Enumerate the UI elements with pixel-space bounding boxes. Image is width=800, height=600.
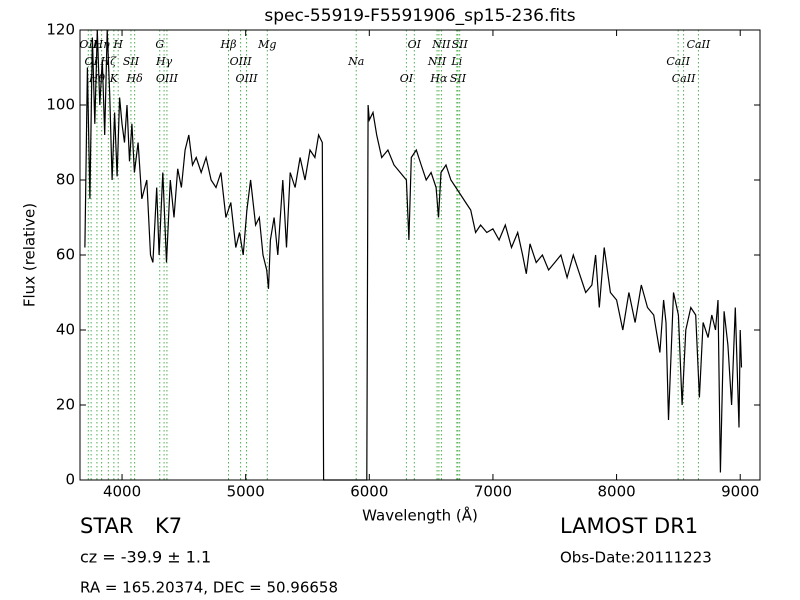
spectral-line-label: Na [347, 55, 364, 68]
redshift: cz = -39.9 ± 1.1 [80, 548, 211, 567]
spectral-line-label: Li [450, 55, 462, 68]
obs-date: Obs-Date:20111223 [560, 549, 712, 567]
x-tick-label: 8000 [597, 483, 635, 501]
subclass: K7 [155, 514, 182, 538]
spectral-line-label: SII [450, 72, 467, 85]
spectral-line-label: OIII [156, 72, 179, 85]
spectral-line-label: OIII [236, 72, 259, 85]
chart-title: spec-55919-F5591906_sp15-236.fits [264, 6, 575, 26]
spectral-line-label: Hδ [126, 72, 144, 85]
y-axis-label: Flux (relative) [21, 203, 39, 307]
spectral-line-label: H [112, 38, 123, 51]
spectral-line-label: CaII [666, 55, 690, 68]
spectral-line-label: Hα [429, 72, 448, 85]
object-class: STAR [80, 514, 133, 538]
coordinates: RA = 165.20374, DEC = 50.96658 [80, 579, 338, 597]
spectral-line-label: SII [452, 38, 469, 51]
x-tick-label: 6000 [350, 483, 388, 501]
spectral-line-label: SII [123, 55, 140, 68]
x-tick-label: 4000 [103, 483, 141, 501]
spectral-line-label: G [155, 38, 164, 51]
x-tick-label: 7000 [474, 483, 512, 501]
x-tick-label: 5000 [227, 483, 265, 501]
spectrum-line [84, 29, 743, 481]
y-tick-label: 0 [65, 471, 75, 489]
spectral-line-label: K [109, 72, 119, 85]
y-tick-label: 40 [56, 321, 75, 339]
spectral-line-label: CaII [672, 72, 696, 85]
spectral-line-label: Mg [257, 38, 276, 51]
y-tick-label: 80 [56, 171, 75, 189]
spectral-line-label: NII [427, 55, 447, 68]
spectral-line-label: CaII [687, 38, 711, 51]
spectral-line-label: NII [431, 38, 451, 51]
x-axis-label: Wavelength (Å) [362, 506, 478, 525]
spectral-line-label: OI [400, 72, 414, 85]
y-tick-label: 20 [56, 396, 75, 414]
spectral-line-label: Hβ [220, 38, 237, 51]
y-tick-label: 100 [46, 96, 75, 114]
spectral-line-label: OIII [230, 55, 253, 68]
spectral-line-label: Hγ [155, 55, 173, 68]
y-tick-label: 60 [56, 246, 75, 264]
x-tick-label: 9000 [721, 483, 759, 501]
survey: LAMOST DR1 [560, 514, 698, 538]
y-tick-label: 120 [46, 21, 75, 39]
spectral-line-label: OI [408, 38, 422, 51]
